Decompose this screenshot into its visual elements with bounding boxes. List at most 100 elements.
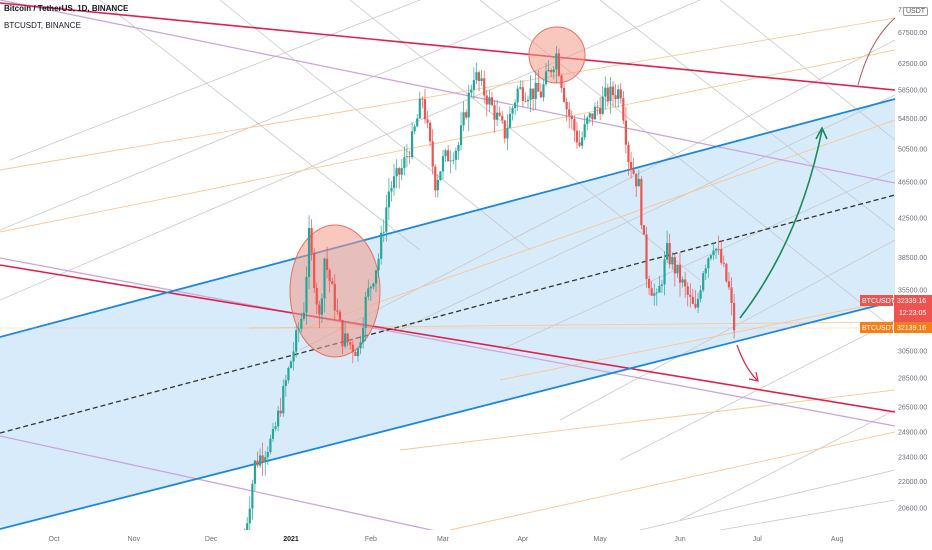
candle-body bbox=[323, 258, 326, 299]
candle-body bbox=[462, 112, 465, 126]
candle-body bbox=[444, 150, 447, 157]
candle-body bbox=[256, 460, 259, 466]
candle-body bbox=[637, 178, 640, 187]
candle-body bbox=[418, 98, 421, 119]
candle-body bbox=[320, 298, 324, 315]
candle-body bbox=[539, 91, 542, 98]
candle-body bbox=[400, 168, 403, 175]
price-tick-label: 54500.00 bbox=[898, 116, 927, 123]
candle-body bbox=[274, 426, 277, 429]
candle-body bbox=[307, 227, 311, 277]
candle-body bbox=[362, 327, 365, 343]
candle-body bbox=[586, 117, 589, 125]
candle-body bbox=[390, 188, 393, 192]
candle-body bbox=[514, 102, 517, 109]
candle-body bbox=[416, 118, 419, 127]
chart-title: Bitcoin / TetherUS, 1D, BINANCE bbox=[4, 4, 129, 13]
candle-body bbox=[356, 348, 360, 357]
price-tick-label: 46500.00 bbox=[898, 179, 927, 186]
time-tick-label: Jul bbox=[753, 536, 762, 543]
currency-badge[interactable]: USDT bbox=[903, 7, 929, 16]
candle-body bbox=[547, 70, 550, 72]
candle-body bbox=[305, 276, 308, 313]
candle-body bbox=[550, 70, 553, 73]
bullish-arrow-head bbox=[815, 126, 828, 140]
price-label-primary: BTCUSDT 32339.16 12:23:05 bbox=[860, 295, 932, 325]
candle-body bbox=[691, 296, 694, 304]
candle-body bbox=[575, 130, 579, 143]
candle-body bbox=[678, 264, 682, 283]
candle-body bbox=[349, 342, 352, 345]
time-tick-label: Oct bbox=[49, 536, 60, 543]
candle-body bbox=[508, 113, 512, 128]
candle-body bbox=[328, 269, 331, 282]
candle-body bbox=[269, 438, 272, 453]
gann-fan-lines bbox=[0, 0, 895, 530]
candle-body bbox=[264, 457, 267, 463]
candle-body bbox=[485, 95, 488, 105]
candle-body bbox=[565, 101, 568, 110]
candle-body bbox=[248, 508, 251, 524]
candle-body bbox=[562, 87, 566, 102]
candle-body bbox=[593, 106, 597, 120]
candle-body bbox=[380, 232, 383, 259]
candle-body bbox=[573, 119, 576, 131]
candle-body bbox=[645, 234, 648, 279]
candle-body bbox=[568, 109, 571, 116]
candle-body bbox=[503, 120, 506, 139]
time-axis[interactable]: Oct Nov Dec 2021 Feb Mar Apr May Jun Jul Aug bbox=[49, 536, 844, 543]
angle-arc bbox=[857, 17, 895, 86]
price-tick-label: 50500.00 bbox=[898, 146, 927, 153]
candle-body bbox=[470, 89, 473, 93]
candle-body bbox=[493, 105, 496, 120]
candle-body bbox=[429, 122, 432, 142]
candle-body bbox=[557, 53, 561, 76]
candle-body bbox=[658, 285, 661, 293]
price-tick-label: 58500.00 bbox=[898, 88, 927, 95]
candle-body bbox=[398, 168, 401, 175]
candle-body bbox=[392, 176, 396, 189]
ascending-channel-fill bbox=[0, 99, 895, 529]
price-label-primary-value: 32339.16 bbox=[897, 298, 926, 305]
chart-subtitle: BTCUSDT, BINANCE bbox=[4, 21, 81, 30]
candle-body bbox=[354, 351, 357, 357]
time-tick-label: Aug bbox=[831, 536, 844, 543]
candle-body bbox=[624, 120, 628, 145]
candle-body bbox=[689, 294, 692, 297]
price-axis[interactable]: 20600.00 22000.00 23400.00 24900.00 26500.00… bbox=[898, 7, 927, 512]
candle-body bbox=[421, 98, 424, 100]
candle-body bbox=[302, 312, 305, 319]
candle-body bbox=[560, 75, 563, 88]
price-tick-label: 23400.00 bbox=[898, 454, 927, 461]
candle-body bbox=[519, 87, 522, 89]
price-label-secondary-value: 32139.16 bbox=[897, 325, 926, 332]
candle-body bbox=[313, 252, 316, 288]
candle-body bbox=[475, 72, 478, 81]
price-tick-label: 26500.00 bbox=[898, 405, 927, 412]
candle-body bbox=[403, 157, 406, 169]
bearish-projection-arrow bbox=[736, 344, 758, 381]
candle-body bbox=[436, 179, 439, 191]
candle-body bbox=[465, 112, 468, 118]
candle-body bbox=[684, 279, 687, 287]
candle-body bbox=[529, 88, 532, 100]
candle-body bbox=[570, 115, 573, 120]
candle-body bbox=[722, 262, 725, 264]
candle-body bbox=[604, 87, 607, 97]
candle-body bbox=[483, 78, 486, 96]
candle-body bbox=[552, 69, 555, 73]
time-tick-label: Feb bbox=[365, 536, 377, 543]
candle-body bbox=[591, 113, 594, 120]
candle-body bbox=[611, 86, 615, 96]
candle-body bbox=[498, 112, 501, 116]
candle-body bbox=[609, 86, 612, 102]
candle-body bbox=[318, 304, 321, 315]
price-tick-label: 22000.00 bbox=[898, 479, 927, 486]
candle-body bbox=[583, 124, 586, 138]
candle-body bbox=[457, 145, 460, 151]
candle-body bbox=[277, 410, 280, 427]
candle-body bbox=[434, 166, 437, 191]
candle-body bbox=[284, 380, 287, 386]
candle-body bbox=[467, 92, 470, 118]
